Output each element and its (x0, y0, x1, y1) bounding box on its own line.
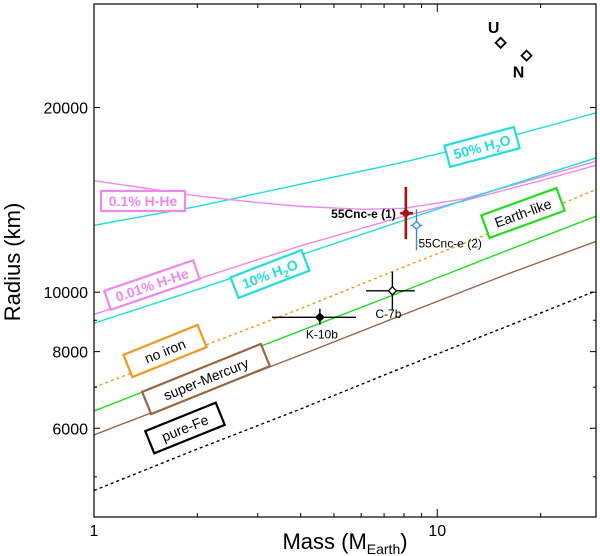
curve-label-box (443, 125, 521, 169)
y-tick-label: 6000 (52, 421, 88, 438)
curve-label-h2o50: 50% H2O (443, 125, 521, 169)
series-line-h2o10 (94, 157, 596, 324)
curve-label-box (229, 248, 311, 300)
x-tick-label: 1 (90, 523, 99, 540)
curve-label-tail: O (498, 132, 513, 150)
x-axis-title-main: Mass (M (282, 529, 366, 554)
legend-marker-n: N (513, 49, 533, 82)
curve-label-main: 0.1% H-He (109, 193, 178, 209)
point-label: 55Cnc-e (2) (419, 236, 482, 250)
curve-label-box (140, 342, 272, 416)
curve-label-h2o10: 10% H2O (229, 248, 311, 300)
curve-label-box (143, 401, 227, 455)
x-axis-title: Mass (MEarth) (282, 529, 407, 556)
curve-label-hhe001: 0.01% H-He (102, 258, 202, 312)
y-tick-label: 20000 (44, 101, 89, 118)
x-axis-title-close: ) (400, 529, 407, 554)
curve-label-hhe01: 0.1% H-He (99, 189, 187, 213)
x-axis-title-sub: Earth (367, 541, 400, 556)
x-tick-label: 10 (428, 523, 446, 540)
series-line-purefe (94, 290, 596, 492)
data-points-layer: 55Cnc-e (1) 55Cnc-e (2) C-7b K-10b (271, 186, 482, 341)
y-axis-title: Radius (km) (0, 203, 25, 322)
legend-marker-label: U (488, 20, 500, 37)
point-label: C-7b (375, 307, 401, 321)
axes-layer: 1 10 6000 8000 10000 20000 (44, 4, 596, 540)
curve-label-sub: 2 (495, 143, 504, 155)
curve-label-box (99, 189, 187, 213)
plot-frame (93, 3, 597, 518)
curve-labels-layer: 50% H2O 0.1% H-He 0.01% H-He 10% H2O no iron… (99, 125, 567, 455)
curve-label-box (479, 186, 567, 240)
y-tick-label: 8000 (52, 345, 88, 362)
curve-label-box (121, 323, 209, 379)
point-marker (314, 312, 325, 323)
y-tick-label: 10000 (44, 285, 89, 302)
point-label: K-10b (306, 327, 338, 341)
point-marker (387, 285, 398, 296)
data-point-k-10b: K-10b (271, 308, 357, 341)
curve-label-text: 0.1% H-He (109, 193, 178, 209)
data-point-55cnc-e-1-: 55Cnc-e (1) (331, 186, 414, 240)
data-point-55cnc-e-2-: 55Cnc-e (2) (410, 209, 482, 250)
curve-label-noiron: no iron (121, 323, 209, 379)
legend-diamond (520, 49, 533, 62)
curve-label-earth: Earth-like (479, 186, 567, 240)
point-marker (400, 208, 411, 219)
curve-label-box (102, 258, 202, 312)
curve-label-sub: 2 (282, 268, 292, 280)
legend-diamond (494, 36, 507, 50)
legend-markers-layer: UN (488, 20, 533, 82)
point-label: 55Cnc-e (1) (331, 207, 396, 221)
point-marker (411, 220, 422, 231)
data-point-c-7b: C-7b (366, 271, 415, 321)
legend-marker-label: N (513, 65, 525, 82)
legend-marker-u: U (488, 20, 507, 50)
